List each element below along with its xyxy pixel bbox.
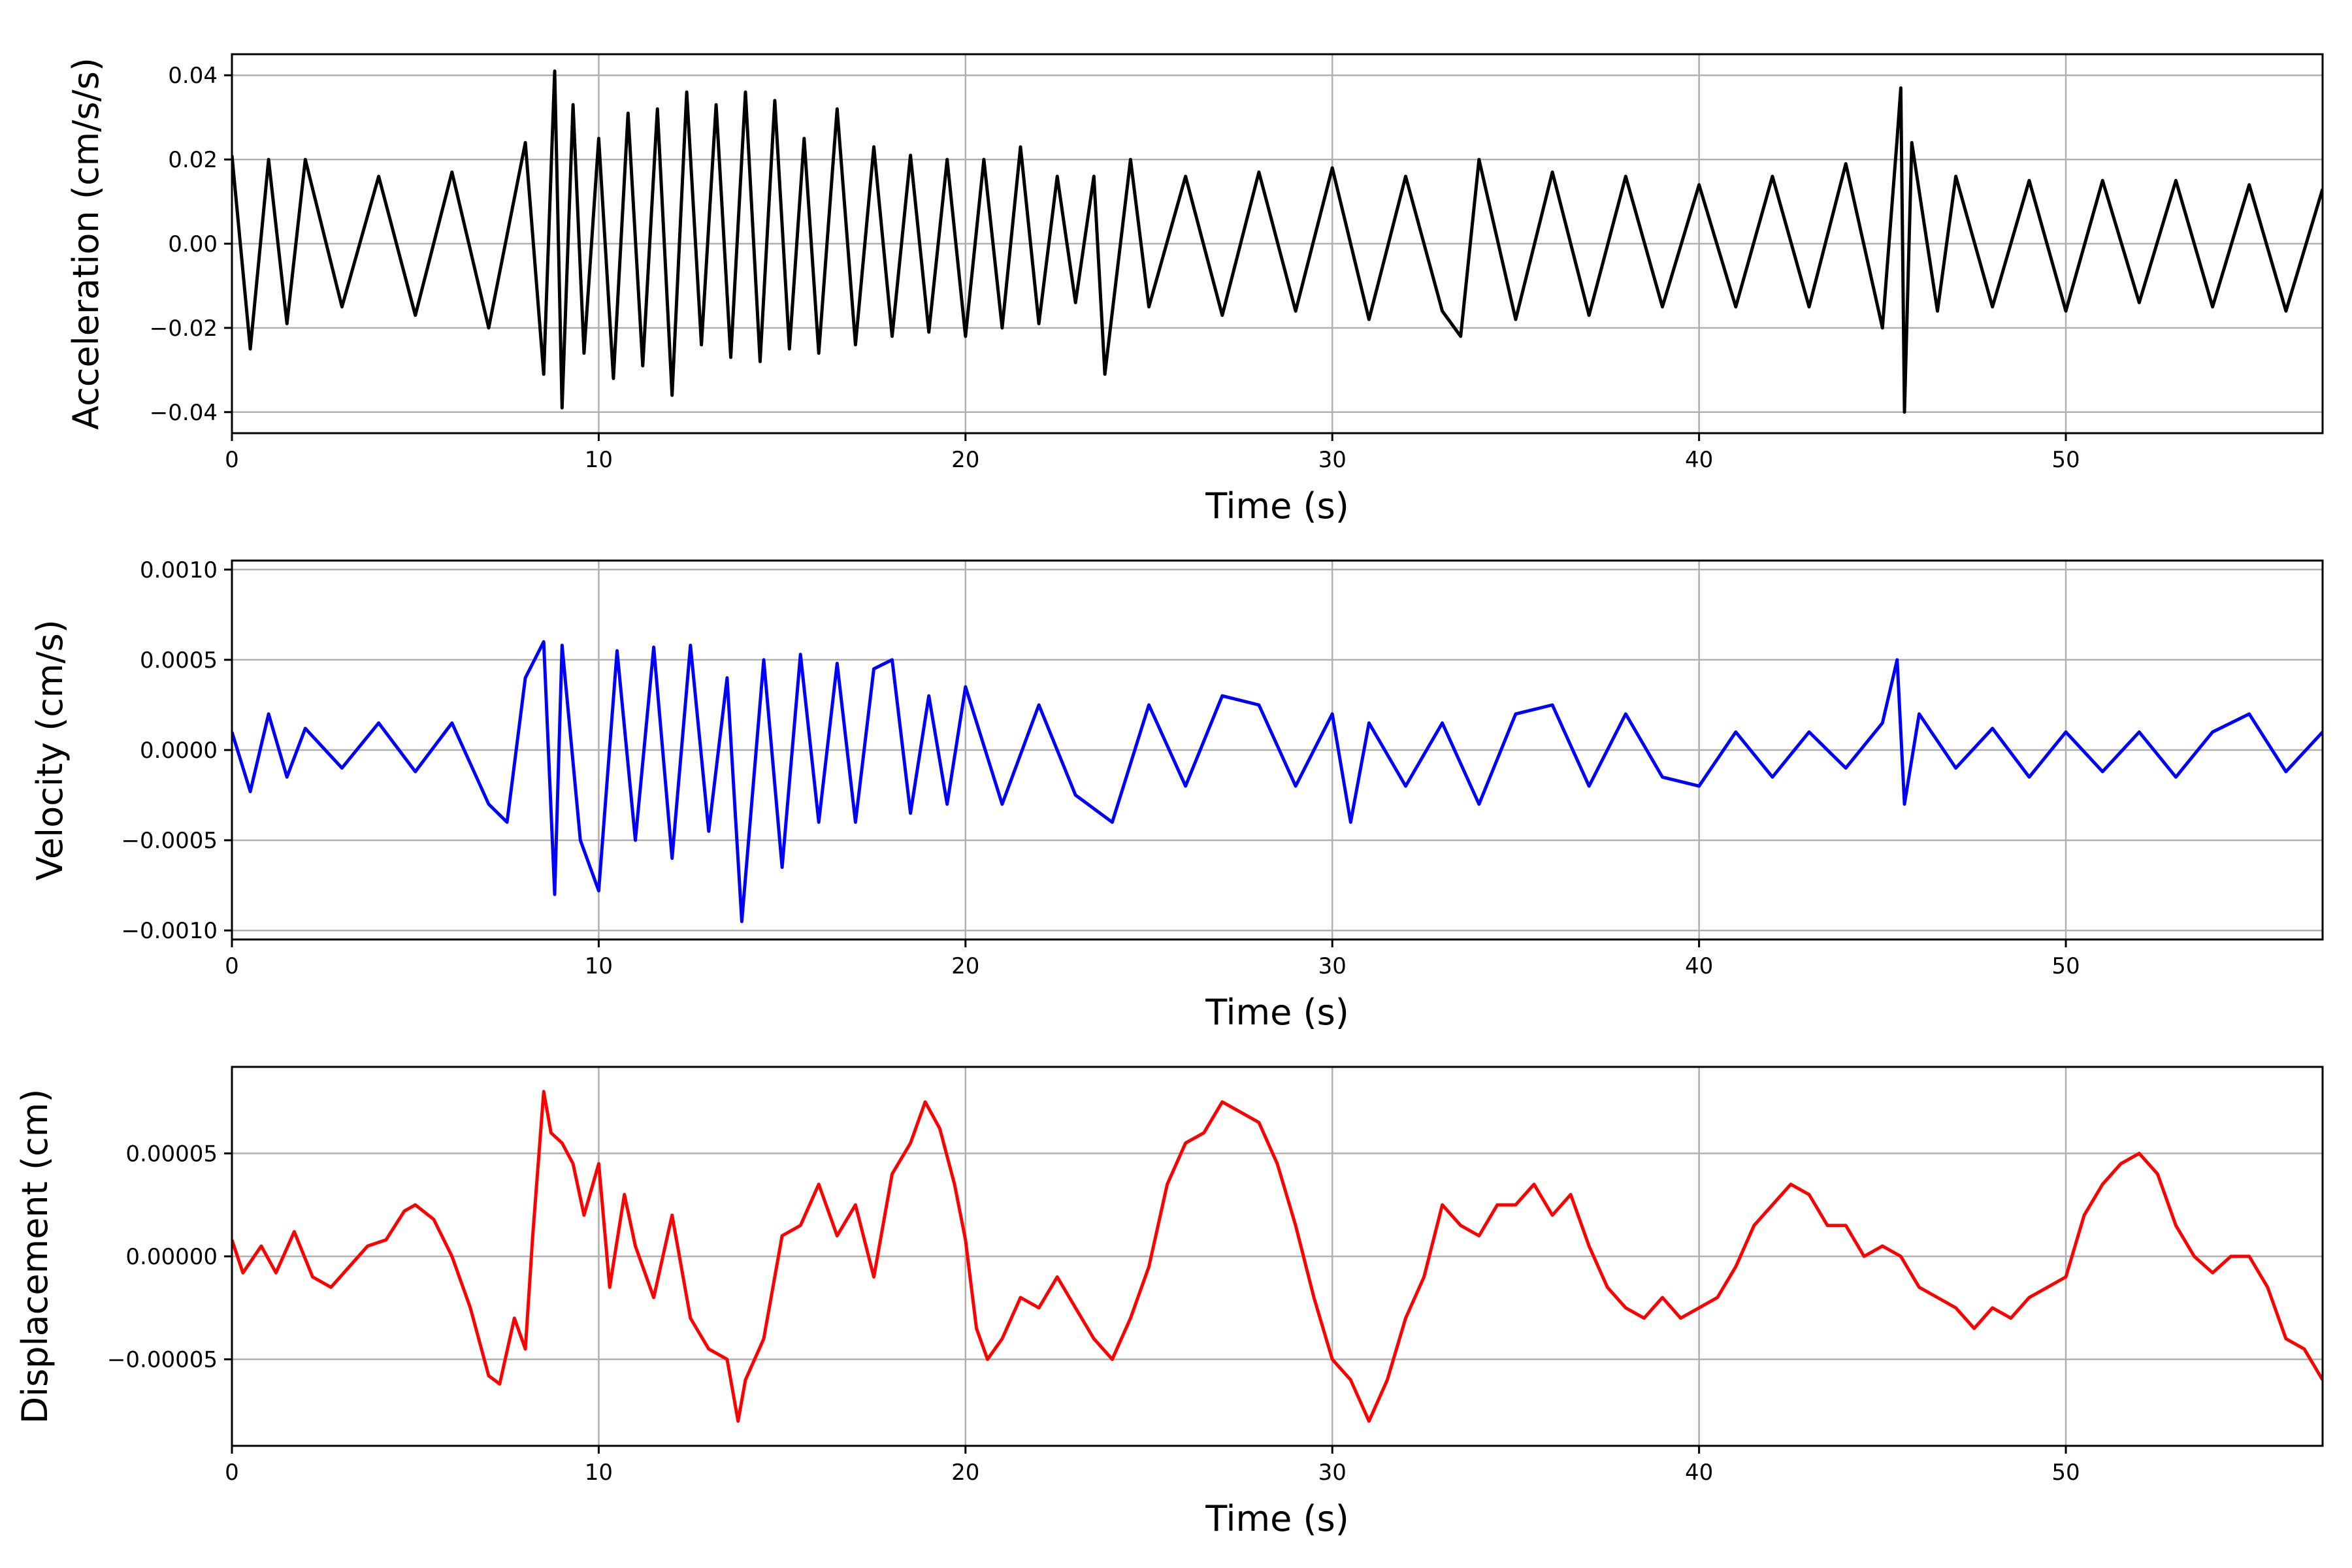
displacement-yaxis-label: Displacement (cm) [14,1089,56,1424]
velocity-xtick-label: 0 [225,953,239,979]
velocity-xaxis-label: Time (s) [1205,992,1349,1033]
displacement-panel: 0 10 20 30 40 50 −0.00005 0.00000 0.00005 Time (s… [14,1066,2324,1539]
acceleration-ytick-label: 0.02 [168,147,218,173]
acceleration-xtick-label: 20 [951,447,979,473]
acceleration-xtick-label: 40 [1685,447,1713,473]
displacement-xtick-label: 10 [585,1460,613,1486]
velocity-ytick-label: −0.0010 [122,918,218,944]
velocity-yaxis-label: Velocity (cm/s) [29,619,71,881]
acceleration-xtick-label: 50 [2051,447,2080,473]
displacement-xtick-label: 50 [2051,1460,2080,1486]
displacement-ytick-label: −0.00005 [107,1347,218,1373]
velocity-ytick-label: −0.0005 [122,828,218,854]
acceleration-yaxis-label: Acceleration (cm/s/s) [65,57,106,430]
acceleration-xtick-label: 10 [585,447,613,473]
velocity-series-line [232,640,2323,923]
displacement-ytick-label: 0.00005 [125,1141,218,1167]
acceleration-ytick-label: 0.00 [168,231,218,257]
velocity-ytick-label: 0.0000 [140,738,218,764]
acceleration-ytick-label: −0.02 [150,316,218,342]
acceleration-panel: 0 10 20 30 40 50 −0.04 −0.02 0.00 0.02 0.04 Time (s… [65,53,2324,527]
velocity-xtick-label: 40 [1685,953,1713,979]
acceleration-xaxis-label: Time (s) [1205,485,1349,527]
velocity-ytick-label: 0.0010 [140,557,218,583]
acceleration-ytick-label: 0.04 [168,63,218,89]
displacement-ytick-label: 0.00000 [125,1244,218,1270]
acceleration-xtick-label: 30 [1318,447,1347,473]
velocity-panel: 0 10 20 30 40 50 −0.0010 −0.0005 0.0000 0.0005 0.0… [29,557,2324,1033]
velocity-xtick-label: 30 [1318,953,1347,979]
acceleration-ytick-label: −0.04 [150,400,218,426]
displacement-xtick-label: 20 [951,1460,979,1486]
displacement-xaxis-label: Time (s) [1205,1498,1349,1539]
velocity-xtick-label: 20 [951,953,979,979]
displacement-series-line [232,1090,2323,1423]
acceleration-xtick-label: 0 [225,447,239,473]
acceleration-series-line [232,69,2323,414]
displacement-xtick-label: 30 [1318,1460,1347,1486]
displacement-xtick-label: 0 [225,1460,239,1486]
velocity-ytick-label: 0.0005 [140,647,218,674]
displacement-xtick-label: 40 [1685,1460,1713,1486]
velocity-xtick-label: 50 [2051,953,2080,979]
velocity-xtick-label: 10 [585,953,613,979]
